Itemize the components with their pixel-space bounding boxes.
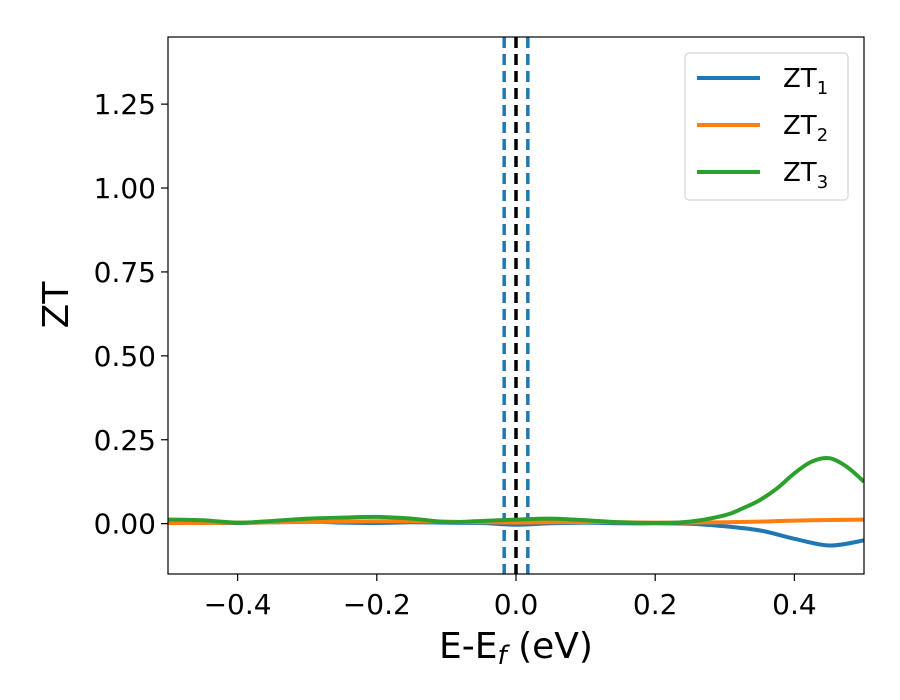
- legend: ZT1 ZT2 ZT3: [684, 52, 849, 201]
- x-axis-label: E-Ef (eV): [439, 626, 593, 671]
- legend-label-zt1: ZT1: [783, 64, 828, 99]
- series-layer: [168, 456, 864, 548]
- reference-lines: [502, 37, 530, 574]
- x-tick-label: −0.2: [343, 588, 411, 621]
- x-tick-label: −0.4: [204, 588, 272, 621]
- y-tick-label: 0.25: [94, 424, 156, 457]
- y-tick-label: 1.25: [94, 88, 156, 121]
- x-tick-label: 0.2: [633, 588, 678, 621]
- y-tick-label: 0.50: [94, 340, 156, 373]
- y-axis: 0.00 0.25 0.50 0.75 1.00 1.25: [94, 88, 168, 541]
- y-tick-label: 1.00: [94, 172, 156, 205]
- x-tick-label: 0.4: [772, 588, 817, 621]
- y-tick-label: 0.00: [94, 508, 156, 541]
- y-tick-label: 0.75: [94, 256, 156, 289]
- y-axis-label: ZT: [36, 281, 77, 329]
- x-axis: −0.4 −0.2 0.0 0.2 0.4: [204, 574, 817, 621]
- legend-label-zt3: ZT3: [783, 158, 828, 193]
- x-axis-label-main: E-E: [439, 626, 497, 667]
- legend-box: [684, 52, 849, 201]
- x-axis-label-unit: (eV): [507, 626, 593, 667]
- legend-label-zt2: ZT2: [783, 111, 828, 146]
- x-tick-label: 0.0: [494, 588, 539, 621]
- series-line-zt3: [168, 456, 864, 526]
